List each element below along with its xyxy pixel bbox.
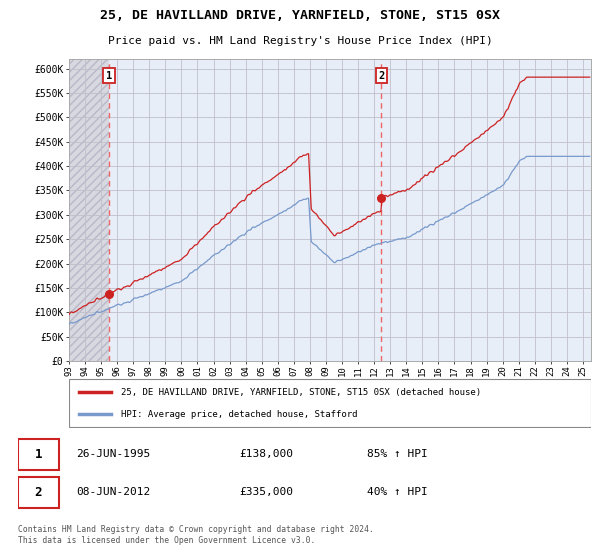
- Text: 40% ↑ HPI: 40% ↑ HPI: [367, 487, 428, 497]
- Text: HPI: Average price, detached house, Stafford: HPI: Average price, detached house, Staf…: [121, 410, 358, 419]
- FancyBboxPatch shape: [18, 477, 59, 508]
- Text: 26-JUN-1995: 26-JUN-1995: [76, 449, 151, 459]
- Text: 85% ↑ HPI: 85% ↑ HPI: [367, 449, 428, 459]
- Text: Contains HM Land Registry data © Crown copyright and database right 2024.
This d: Contains HM Land Registry data © Crown c…: [18, 525, 374, 545]
- Text: 08-JUN-2012: 08-JUN-2012: [76, 487, 151, 497]
- Text: 2: 2: [35, 486, 42, 499]
- Bar: [69, 59, 109, 361]
- Text: 25, DE HAVILLAND DRIVE, YARNFIELD, STONE, ST15 0SX: 25, DE HAVILLAND DRIVE, YARNFIELD, STONE…: [100, 9, 500, 22]
- Text: 2: 2: [378, 71, 385, 81]
- Text: £335,000: £335,000: [239, 487, 293, 497]
- Text: 1: 1: [106, 71, 112, 81]
- Text: 1: 1: [35, 448, 42, 461]
- Text: Price paid vs. HM Land Registry's House Price Index (HPI): Price paid vs. HM Land Registry's House …: [107, 36, 493, 46]
- Text: £138,000: £138,000: [239, 449, 293, 459]
- FancyBboxPatch shape: [18, 439, 59, 470]
- Text: 25, DE HAVILLAND DRIVE, YARNFIELD, STONE, ST15 0SX (detached house): 25, DE HAVILLAND DRIVE, YARNFIELD, STONE…: [121, 388, 481, 396]
- FancyBboxPatch shape: [69, 379, 591, 427]
